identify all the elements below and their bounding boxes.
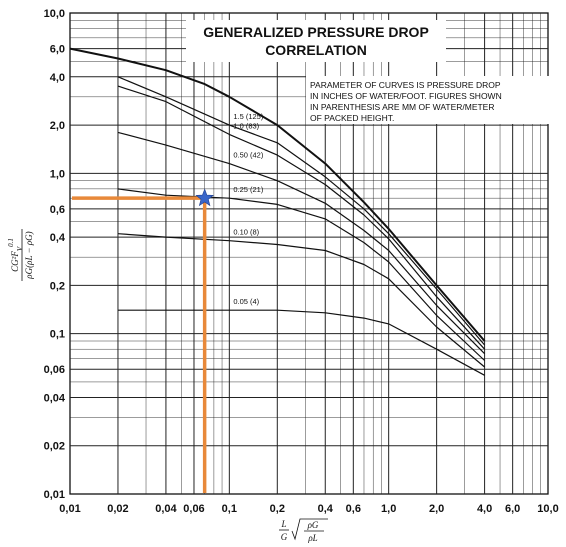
x-label-root-num: ρG <box>307 520 319 530</box>
series-group <box>69 47 486 376</box>
x-tick-label-12: 10,0 <box>537 503 558 515</box>
x-label-frac-num: L <box>280 519 286 529</box>
operating-point-star-icon <box>195 188 215 207</box>
y-label-denominator: ρG(ρL − ρG) <box>24 231 34 279</box>
chart-title-line-2: CORRELATION <box>265 42 367 58</box>
series-line-flooding <box>69 47 486 342</box>
y-tick-label-7: 0,2 <box>50 280 65 292</box>
note-line-4: OF PACKED HEIGHT. <box>310 113 394 123</box>
x-tick-label-10: 4,0 <box>477 503 492 515</box>
x-tick-label-3: 0,06 <box>183 503 204 515</box>
tick-labels: 0,01 0,02 0,04 0,06 0,1 0,2 0,4 0,6 1,0 2,0 4,0 6,0… <box>44 8 559 515</box>
x-tick-label-8: 1,0 <box>381 503 396 515</box>
series-line-0.25 <box>117 188 486 361</box>
y-label-sub: V <box>16 246 24 251</box>
y-label-numerator: CG²F <box>10 251 20 272</box>
x-axis-label: L G ρG ρL <box>279 518 328 543</box>
x-tick-label-5: 0,2 <box>270 503 285 515</box>
y-tick-label-9: 0,06 <box>44 364 65 376</box>
x-tick-label-7: 0,6 <box>346 503 361 515</box>
y-axis-label: CG²FV0.1 ρG(ρL − ρG) <box>7 229 34 281</box>
y-tick-label-2: 4,0 <box>50 72 65 84</box>
curve-label-0.50: 0.50 (42) <box>233 151 264 160</box>
curve-label-0.10: 0.10 (8) <box>233 228 259 237</box>
x-tick-label-9: 2,0 <box>429 503 444 515</box>
series-line-0.50 <box>117 131 486 355</box>
guide-lines <box>72 196 207 493</box>
y-tick-label-5: 0,6 <box>50 204 65 216</box>
curve-label-1.0: 1.0 (83) <box>233 121 259 130</box>
x-tick-label-4: 0,1 <box>222 503 237 515</box>
y-tick-label-0: 10,0 <box>44 8 65 20</box>
series-line-1.0 <box>117 85 486 350</box>
x-tick-label-6: 0,4 <box>318 503 334 515</box>
x-tick-label-2: 0,04 <box>155 503 177 515</box>
curve-labels: 1.5 (125)1.0 (83) 0.50 (42) 0.25 (21) 0.10 … <box>233 112 264 306</box>
x-tick-label-11: 6,0 <box>505 503 520 515</box>
y-tick-label-3: 2,0 <box>50 120 65 132</box>
x-tick-label-0: 0,01 <box>59 503 80 515</box>
y-tick-label-12: 0,01 <box>44 489 65 501</box>
chart-title-line-1: GENERALIZED PRESSURE DROP <box>203 24 429 40</box>
note-line-2: IN INCHES OF WATER/FOOT. FIGURES SHOWN <box>310 91 502 101</box>
series-line-0.10 <box>117 233 485 368</box>
curve-label-0.25: 0.25 (21) <box>233 185 264 194</box>
y-tick-label-4: 1,0 <box>50 168 65 180</box>
plot-frame <box>69 12 549 495</box>
x-tick-label-1: 0,02 <box>107 503 128 515</box>
series-line-0.05 <box>118 309 485 376</box>
curve-label-0.05: 0.05 (4) <box>233 297 259 306</box>
x-label-frac-den: G <box>281 532 288 542</box>
x-label-root-den: ρL <box>307 533 317 543</box>
y-tick-label-1: 6,0 <box>50 44 65 56</box>
marker-layer <box>195 188 215 207</box>
svg-text:CG²FV0.1: CG²FV0.1 <box>7 238 24 272</box>
curve-label-1.5: 1.5 (125) <box>233 112 264 121</box>
y-tick-label-11: 0,02 <box>44 441 65 453</box>
y-label-exponent: 0.1 <box>7 238 15 247</box>
title-backdrop <box>186 20 446 62</box>
note-line-1: PARAMETER OF CURVES IS PRESSURE DROP <box>310 80 501 90</box>
y-tick-label-10: 0,04 <box>44 392 66 404</box>
note-line-3: IN PARENTHESIS ARE MM OF WATER/METER <box>310 102 495 112</box>
series-line-1.5 <box>117 76 486 346</box>
y-tick-label-6: 0,4 <box>50 232 66 244</box>
y-tick-label-8: 0,1 <box>50 329 65 341</box>
note-backdrop <box>306 76 556 124</box>
